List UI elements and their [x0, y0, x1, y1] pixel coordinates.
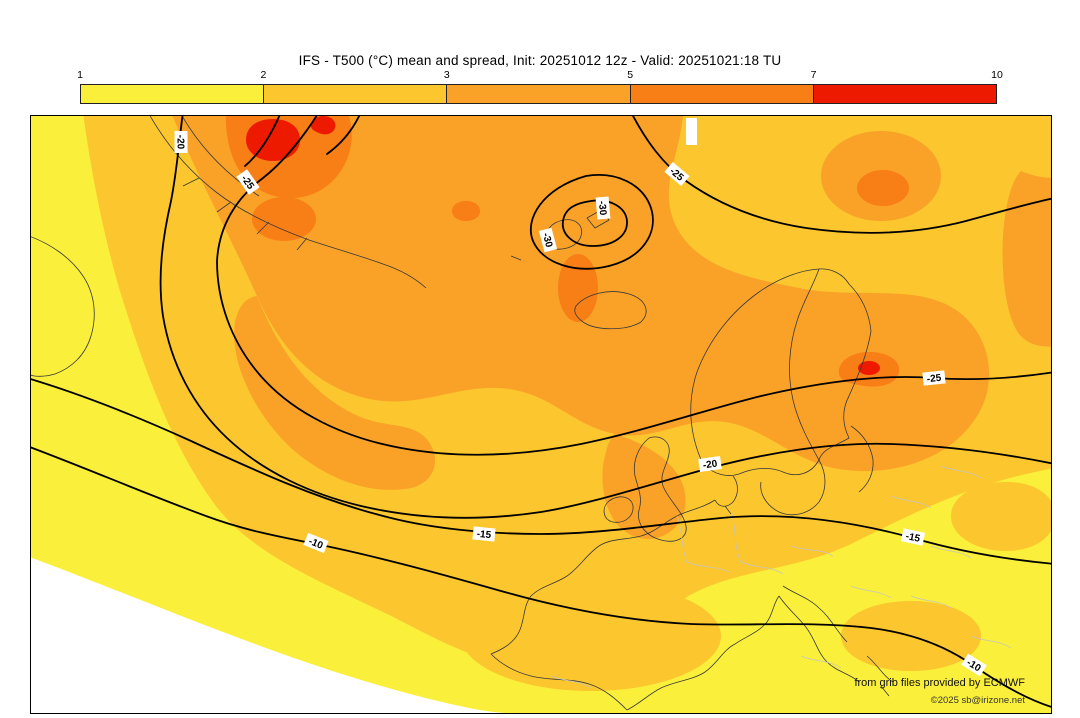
colorbar-segment: [629, 85, 813, 103]
colorbar-tick: 1: [77, 69, 83, 81]
contour-label: -15: [472, 526, 496, 542]
colorbar-tick: 10: [991, 69, 1003, 81]
svg-text:-30: -30: [596, 200, 608, 216]
contour-label: -30: [538, 227, 558, 253]
contour-extra-1: [244, 116, 281, 167]
svg-text:-15: -15: [476, 529, 492, 541]
map-area: -20 -25 -30 -30 -25: [30, 115, 1052, 714]
svg-text:-15: -15: [905, 531, 922, 545]
contour-label: -30: [595, 196, 611, 220]
contour-label: -20: [174, 131, 188, 153]
colorbar-scale: [80, 84, 997, 104]
colorbar-tick: 2: [260, 69, 267, 81]
colorbar-segment: [263, 85, 447, 103]
contour-label: -10: [303, 532, 329, 554]
chart-title: IFS - T500 (°C) mean and spread, Init: 2…: [298, 53, 782, 68]
colorbar-tick: 5: [627, 69, 634, 81]
colorbar-ticks: 1 2 3 5 7 10: [77, 69, 1003, 84]
svg-text:-20: -20: [175, 135, 186, 150]
contour-label: -25: [922, 370, 946, 386]
contour-label: -15: [900, 528, 926, 546]
svg-text:-30: -30: [540, 232, 554, 249]
contour-label: -20: [698, 456, 722, 472]
contour-minus-25: [216, 116, 1051, 456]
colorbar-segment: [446, 85, 630, 103]
contour-extra-2: [326, 116, 361, 155]
copyright-credit: ©2025 sb@irizone.net: [930, 695, 1025, 706]
colorbar-segment: [81, 85, 264, 103]
colorbar-tick: 7: [810, 69, 817, 81]
colorbar-segment: [812, 85, 997, 103]
coastlines: [31, 116, 894, 711]
svg-text:-10: -10: [307, 536, 325, 552]
svg-text:-20: -20: [702, 458, 718, 471]
data-provider-credit: from grib files provided by ECMWF: [854, 677, 1025, 689]
contour-minus-10: [31, 446, 1051, 708]
contour-minus-20: [159, 116, 1051, 519]
no-data-regions: [31, 118, 697, 713]
contour-minus-30-outer: [529, 174, 654, 270]
contour-minus-30-inner: [561, 199, 628, 247]
forecast-map-svg: -20 -25 -30 -30 -25: [31, 116, 1051, 713]
svg-text:-25: -25: [926, 373, 942, 385]
colorbar: 1 2 3 5 7 10: [77, 69, 1003, 104]
country-borders: [550, 465, 1012, 689]
colorbar-tick: 3: [443, 69, 450, 81]
